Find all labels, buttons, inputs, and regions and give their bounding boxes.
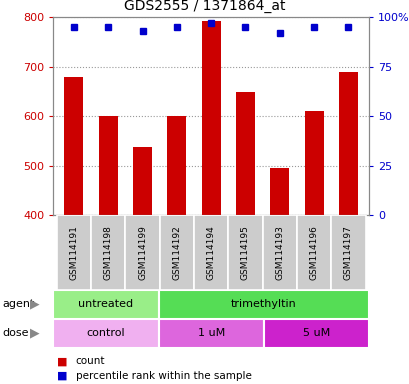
Text: GSM114197: GSM114197 — [343, 225, 352, 280]
Bar — [270, 168, 288, 215]
Bar — [56, 215, 91, 290]
Bar — [262, 215, 296, 290]
Bar — [133, 147, 152, 215]
Text: GSM114192: GSM114192 — [172, 225, 181, 280]
Bar — [236, 93, 254, 215]
Text: GSM114191: GSM114191 — [69, 225, 78, 280]
Text: GDS2555 / 1371864_at: GDS2555 / 1371864_at — [124, 0, 285, 13]
Bar — [125, 215, 159, 290]
Text: untreated: untreated — [78, 299, 133, 310]
Bar — [330, 215, 365, 290]
Text: ■: ■ — [57, 371, 68, 381]
Text: agent: agent — [2, 299, 34, 310]
Bar — [53, 290, 158, 319]
Text: dose: dose — [2, 328, 29, 338]
Text: ▶: ▶ — [30, 327, 40, 339]
Bar — [167, 116, 186, 215]
Bar — [263, 319, 368, 348]
Bar — [53, 319, 158, 348]
Bar — [158, 290, 368, 319]
Text: GSM114194: GSM114194 — [206, 225, 215, 280]
Text: GSM114196: GSM114196 — [309, 225, 318, 280]
Text: ▶: ▶ — [30, 298, 40, 311]
Text: 1 uM: 1 uM — [197, 328, 224, 338]
Bar — [99, 116, 117, 215]
Bar — [201, 21, 220, 215]
Text: trimethyltin: trimethyltin — [230, 299, 296, 310]
Text: GSM114193: GSM114193 — [274, 225, 283, 280]
Bar — [159, 215, 193, 290]
Bar — [193, 215, 228, 290]
Text: 5 uM: 5 uM — [302, 328, 329, 338]
Bar — [158, 319, 263, 348]
Text: percentile rank within the sample: percentile rank within the sample — [76, 371, 251, 381]
Text: count: count — [76, 356, 105, 366]
Bar — [91, 215, 125, 290]
Text: GSM114199: GSM114199 — [138, 225, 147, 280]
Text: ■: ■ — [57, 356, 68, 366]
Bar — [338, 72, 357, 215]
Bar — [296, 215, 330, 290]
Bar — [304, 111, 323, 215]
Text: control: control — [86, 328, 125, 338]
Text: GSM114198: GSM114198 — [103, 225, 112, 280]
Bar — [64, 76, 83, 215]
Bar — [228, 215, 262, 290]
Text: GSM114195: GSM114195 — [240, 225, 249, 280]
